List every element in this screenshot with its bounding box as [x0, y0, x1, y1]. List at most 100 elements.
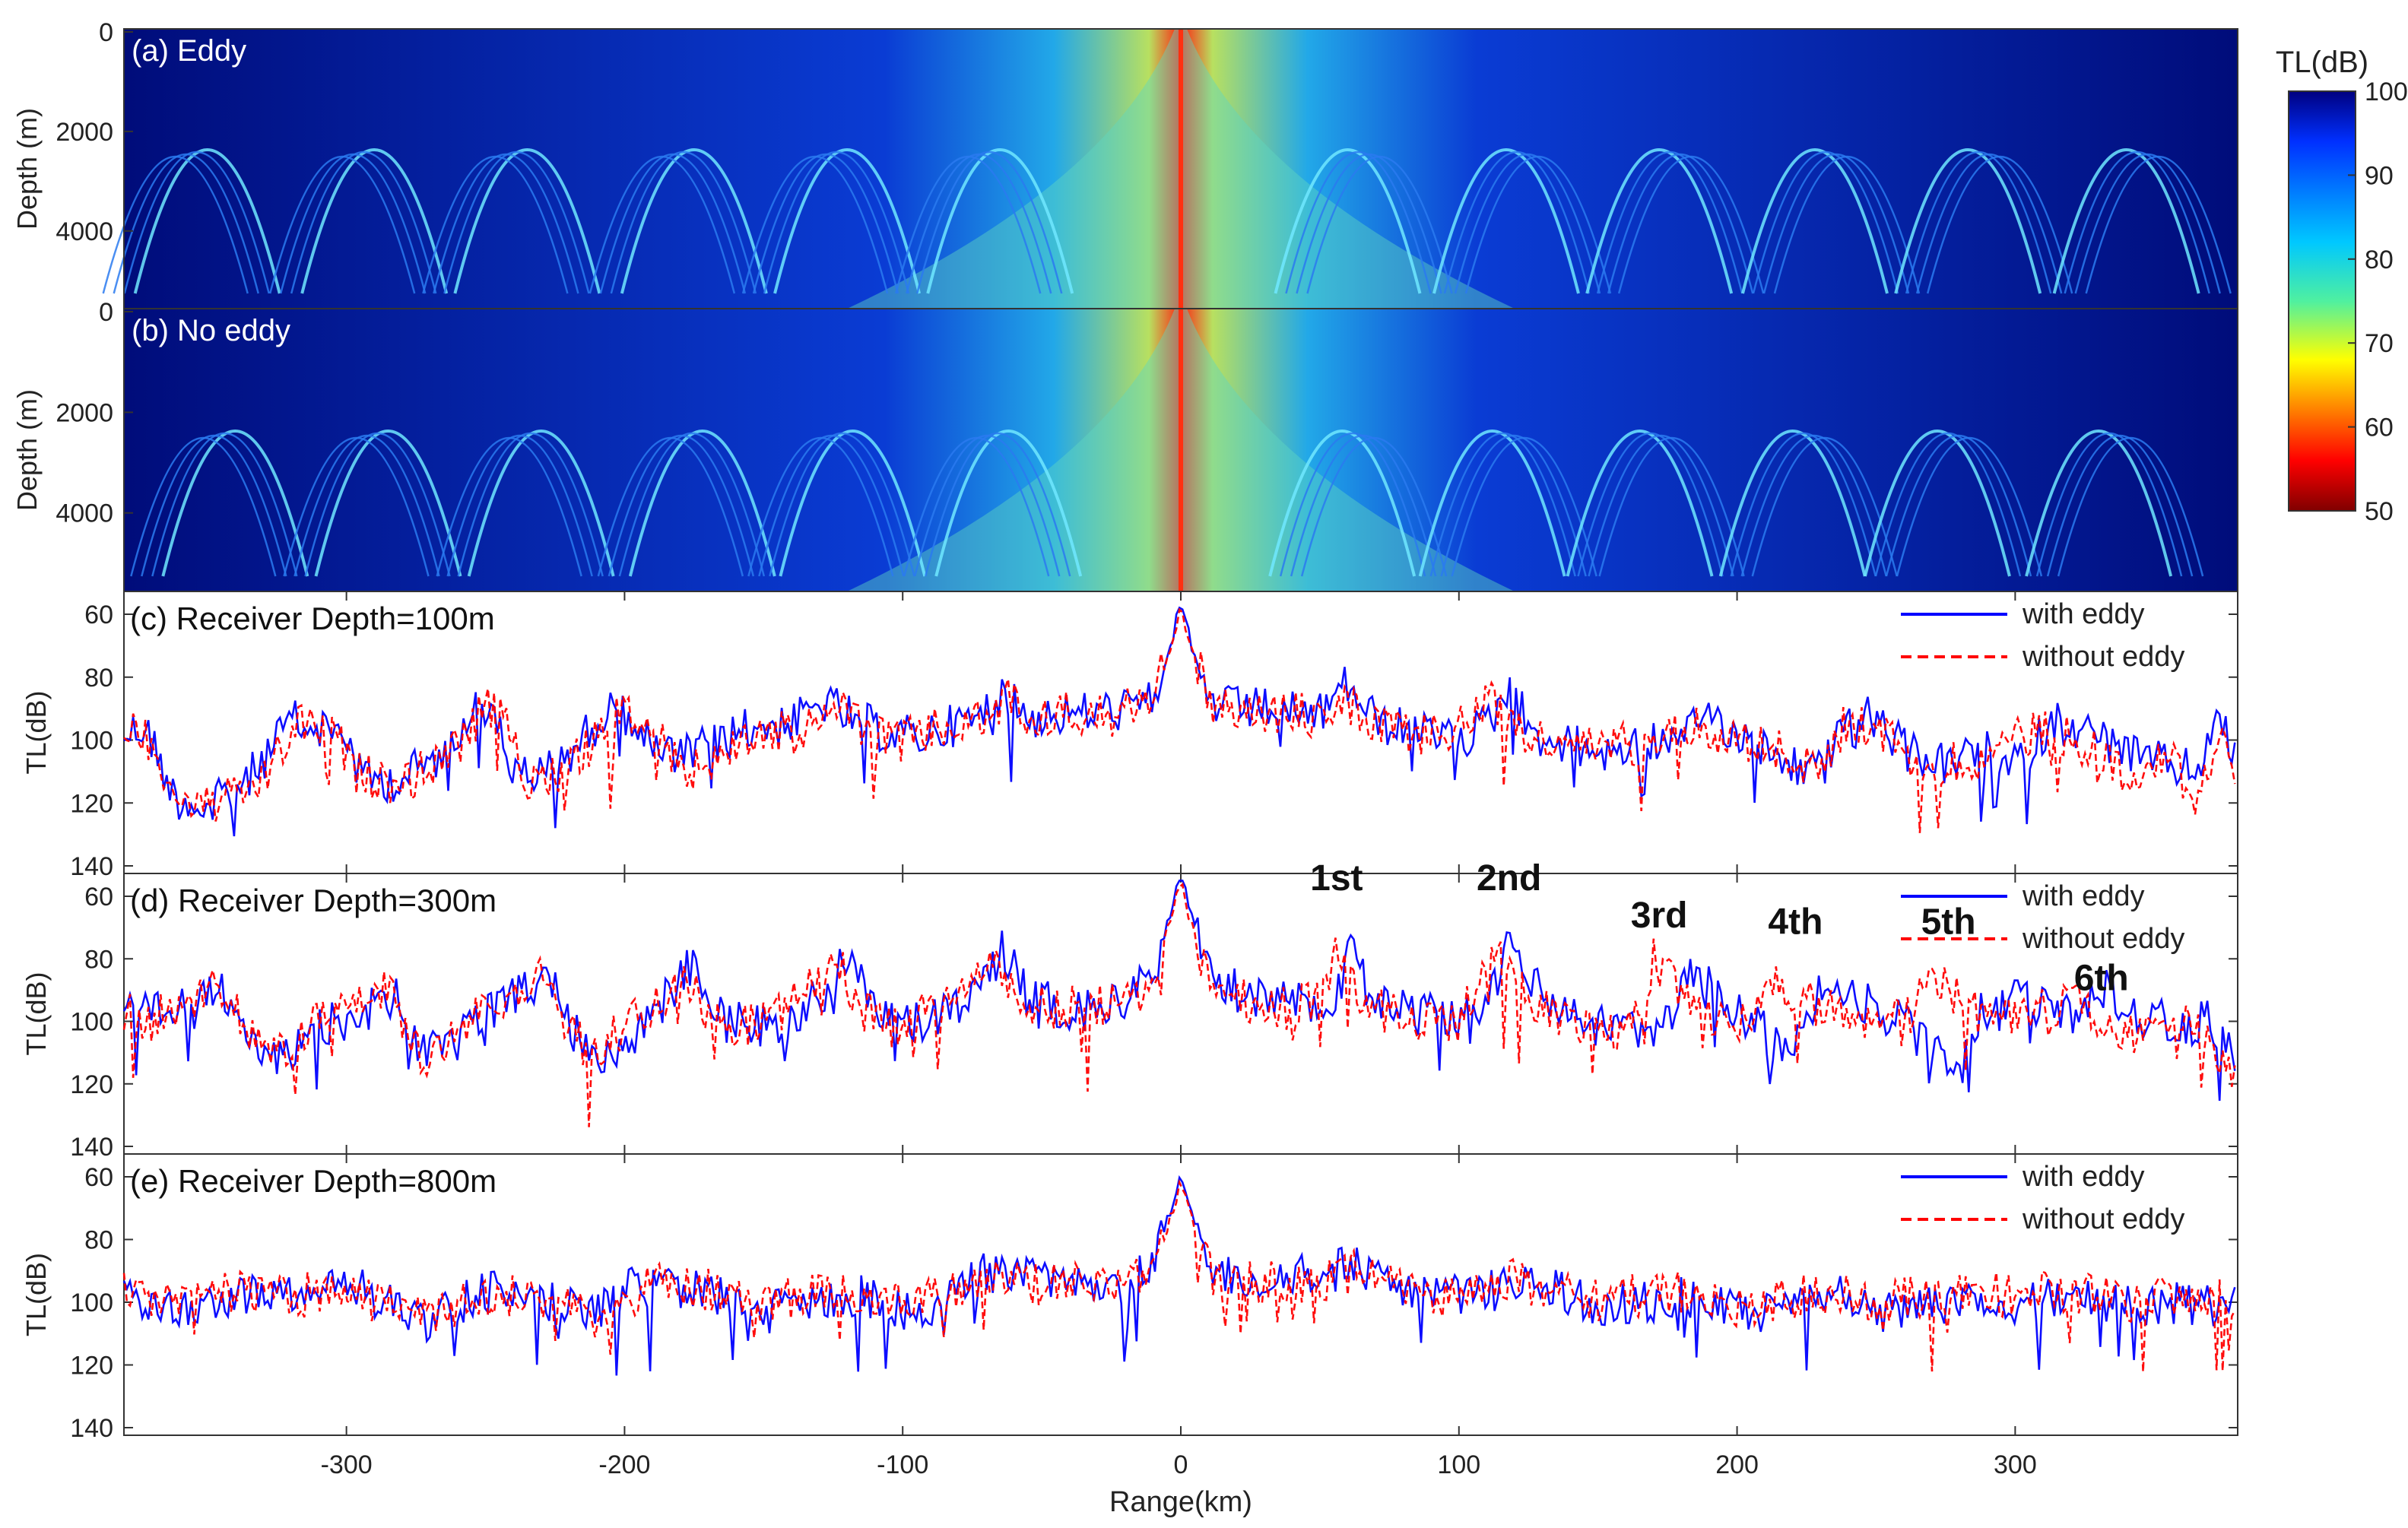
convergence-zone-arc — [1885, 434, 2032, 577]
y-axis-label: Depth (m) — [11, 108, 43, 230]
convergence-zone-arc — [1926, 155, 2073, 294]
convergence-zone-arc — [752, 153, 899, 294]
y-tick-label: 80 — [84, 945, 113, 974]
x-tick-label: -200 — [598, 1450, 650, 1479]
legend-label: without eddy — [2022, 641, 2184, 673]
annotation-label: 5th — [1921, 902, 1976, 942]
colorbar-tick-label: 60 — [2365, 414, 2394, 442]
convergence-zone-arc — [2052, 148, 2200, 294]
convergence-zone-arc — [1268, 430, 1417, 577]
y-tick-label: 0 — [99, 298, 113, 327]
convergence-zone-arc — [1607, 153, 1754, 294]
panel-a: (a) Eddy 0 2000 4000 Depth (m) — [11, 18, 2238, 309]
convergence-zone-arc — [741, 155, 889, 294]
legend-label: with eddy — [2022, 598, 2145, 630]
colorbar-tick-label: 80 — [2365, 246, 2394, 274]
convergence-zone-arc — [1290, 434, 1437, 577]
convergence-zone-arc — [747, 436, 894, 577]
series-line-with-eddy — [122, 880, 2236, 1102]
convergence-zone-arc — [1418, 430, 1566, 577]
convergence-zone-arc — [1274, 148, 1422, 294]
y-tick-label: 100 — [70, 1008, 113, 1037]
convergence-zone-arc — [1598, 436, 1745, 577]
legend-label: with eddy — [2022, 1161, 2145, 1193]
y-tick-label: 120 — [70, 1070, 113, 1099]
convergence-zone-arc — [422, 155, 569, 294]
y-tick-label: 2000 — [56, 118, 113, 147]
convergence-zone-arc — [1296, 153, 1442, 294]
convergence-zone-arc — [1773, 155, 1921, 294]
convergence-zone-arc — [1752, 151, 1899, 294]
y-axis-label: TL(dB) — [21, 972, 52, 1055]
y-tick-label: 60 — [84, 1163, 113, 1192]
x-tick-label: 100 — [1437, 1450, 1480, 1479]
convergence-zone-arc — [758, 434, 905, 577]
convergence-zone-arc — [1751, 436, 1898, 577]
convergence-zone-arc — [304, 433, 451, 577]
annotation-label: 4th — [1768, 902, 1823, 942]
convergence-zone-arc — [1915, 153, 2063, 294]
convergence-zone-arc — [610, 151, 757, 294]
convergence-zone-arc — [1905, 151, 2052, 294]
convergence-zone-arc — [1762, 153, 1910, 294]
y-axis-label: TL(dB) — [21, 690, 52, 774]
convergence-zone-arc — [618, 433, 766, 577]
legend-label: without eddy — [2022, 923, 2184, 955]
colorbar-tick-label: 90 — [2365, 161, 2394, 190]
y-tick-label: 140 — [70, 852, 113, 881]
convergence-zone-arc — [1285, 151, 1432, 294]
y-tick-label: 140 — [70, 1133, 113, 1162]
convergence-zone-arc — [1741, 148, 1889, 294]
convergence-zone-arc — [1440, 434, 1587, 577]
convergence-zone-arc — [599, 153, 747, 294]
convergence-zone-arc — [913, 434, 1061, 577]
colorbar-tick-label: 100 — [2365, 78, 2408, 106]
colorbar-gradient — [2288, 90, 2356, 512]
convergence-zone-arc — [123, 151, 270, 294]
axes-frame — [123, 1153, 2238, 1436]
y-tick-label: 60 — [84, 883, 113, 911]
series-line-without-eddy — [122, 882, 2236, 1127]
convergence-zone-arc — [1874, 433, 2022, 577]
convergence-zone-arc — [1454, 153, 1601, 294]
x-tick-label: -300 — [321, 1450, 373, 1479]
series-line-without-eddy — [123, 607, 2236, 833]
y-tick-label: 2000 — [56, 398, 113, 427]
series-line-with-eddy — [122, 1175, 2236, 1376]
y-tick-label: 4000 — [56, 499, 113, 528]
convergence-zone-arc — [433, 153, 579, 294]
convergence-zone-arc — [903, 436, 1050, 577]
x-tick-label: -100 — [877, 1450, 928, 1479]
convergence-zone-arc — [1464, 155, 1612, 294]
convergence-zone-arc — [151, 433, 298, 577]
legend-label: without eddy — [2022, 1203, 2184, 1235]
convergence-zone-arc — [141, 434, 287, 577]
convergence-zone-arc — [293, 434, 440, 577]
y-tick-label: 140 — [70, 1414, 113, 1443]
convergence-zone-arc — [2046, 434, 2194, 577]
y-tick-label: 100 — [70, 727, 113, 756]
panel-title: (b) No eddy — [132, 314, 290, 347]
convergence-zone-arc — [1306, 155, 1453, 294]
convergence-zone-arc — [1566, 430, 1714, 577]
y-axis-label: Depth (m) — [11, 389, 43, 511]
legend-label: with eddy — [2022, 880, 2145, 912]
colorbar-label: TL(dB) — [2276, 46, 2368, 79]
panel-title: (d) Receiver Depth=300m — [130, 883, 497, 918]
panel-c: 60 80 100 120 140 TL(dB) (c) Receiver Depth=10… — [21, 591, 2238, 881]
convergence-zone-arc — [133, 148, 281, 294]
convergence-zone-arc — [300, 148, 449, 294]
convergence-zone-arc — [2025, 430, 2173, 577]
convergence-zone-arc — [446, 434, 593, 577]
convergence-zone-arc — [628, 430, 776, 577]
panel-title: (e) Receiver Depth=800m — [130, 1163, 497, 1199]
convergence-zone-arc — [924, 433, 1071, 577]
x-tick-label: 0 — [1174, 1450, 1188, 1479]
convergence-zone-arc — [1429, 433, 1576, 577]
convergence-zone-arc — [773, 148, 921, 294]
convergence-zone-arc — [314, 430, 462, 577]
convergence-zone-arc — [1451, 436, 1597, 577]
convergence-zone-arc — [779, 430, 927, 577]
y-tick-label: 120 — [70, 1352, 113, 1381]
